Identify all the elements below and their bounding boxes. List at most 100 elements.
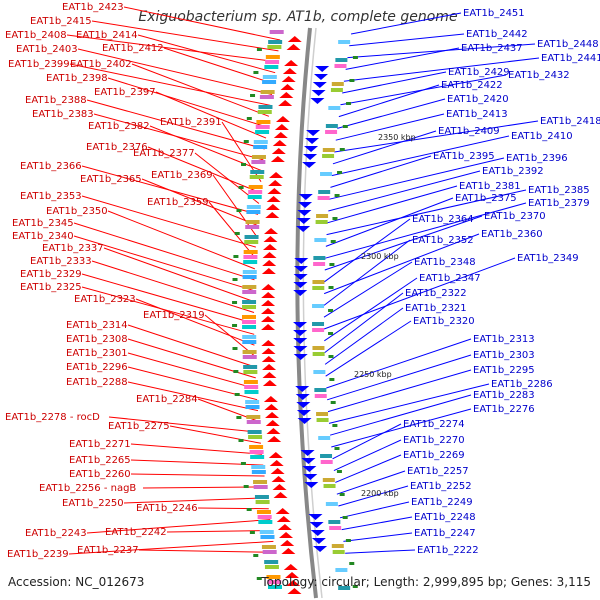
feature-block xyxy=(264,565,279,569)
forward-gene-arrow xyxy=(274,124,289,130)
forward-gene-arrow xyxy=(261,348,276,354)
reverse-gene-arrow xyxy=(313,74,328,80)
left-leader-line xyxy=(147,146,261,194)
left-gene-label: EAT1b_2242 xyxy=(105,527,167,538)
feature-block xyxy=(244,240,259,244)
feature-block xyxy=(264,560,279,564)
feature-block xyxy=(245,400,260,404)
leader-lines xyxy=(66,6,540,555)
right-leader-line xyxy=(326,338,472,389)
right-leader-line xyxy=(324,277,418,342)
feature-block xyxy=(244,385,259,389)
feature-block xyxy=(260,90,275,94)
left-leader-line xyxy=(155,91,267,139)
forward-gene-arrow xyxy=(281,76,296,82)
left-leader-line xyxy=(130,443,263,455)
left-gene-label: EAT1b_2345 xyxy=(12,218,74,229)
reverse-gene-arrow xyxy=(304,146,319,152)
feature-block xyxy=(267,585,282,589)
left-gene-label: EAT1b_2365 xyxy=(80,174,142,185)
right-gene-label: EAT1b_2248 xyxy=(414,512,476,523)
feature-block xyxy=(312,286,325,290)
tick-mark xyxy=(330,240,336,243)
left-gene-label: EAT1b_2296 xyxy=(66,362,128,373)
feature-block xyxy=(312,352,325,356)
right-gene-label: EAT1b_2320 xyxy=(413,316,475,327)
feature-block xyxy=(242,290,257,294)
left-leader-line xyxy=(127,324,256,368)
feature-block xyxy=(312,346,325,350)
right-gene-label: EAT1b_2313 xyxy=(473,334,535,345)
feature-block xyxy=(316,214,329,218)
forward-gene-arrow xyxy=(286,580,301,586)
right-gene-label: EAT1b_2442 xyxy=(466,29,528,40)
forward-gene-arrow xyxy=(265,412,280,418)
feature-block xyxy=(269,30,284,34)
tick-mark xyxy=(233,255,239,258)
feature-block xyxy=(325,502,338,506)
feature-block xyxy=(244,390,259,394)
feature-block xyxy=(314,388,327,392)
right-gene-label: EAT1b_2270 xyxy=(403,435,465,446)
feature-block xyxy=(243,260,258,264)
forward-gene-arrow xyxy=(261,356,276,362)
inner-feature-track xyxy=(312,40,351,590)
feature-block xyxy=(313,256,326,260)
scale-ticks xyxy=(232,48,358,588)
tick-mark xyxy=(238,186,244,189)
right-leader-line xyxy=(324,307,404,365)
tick-mark xyxy=(329,263,335,266)
left-gene-label: EAT1b_2397 xyxy=(94,87,156,98)
right-gene-label: EAT1b_2409 xyxy=(438,126,500,137)
right-gene-label: EAT1b_2432 xyxy=(508,70,570,81)
reverse-gene-arrow xyxy=(305,138,320,144)
forward-gene-arrow xyxy=(273,492,288,498)
forward-gene-arrow xyxy=(281,548,296,554)
left-gene-label: EAT1b_2340 xyxy=(12,231,74,242)
tick-mark xyxy=(236,209,242,212)
feature-block xyxy=(242,275,257,279)
right-gene-label: EAT1b_2276 xyxy=(473,404,535,415)
left-gene-label: EAT1b_2408 xyxy=(5,30,67,41)
left-leader-line xyxy=(123,6,281,41)
right-gene-label: EAT1b_2413 xyxy=(446,109,508,120)
feature-block xyxy=(242,340,257,344)
left-leader-line xyxy=(127,381,259,412)
right-leader-line xyxy=(323,261,413,318)
forward-gene-arrow xyxy=(262,380,277,386)
right-leader-line xyxy=(334,120,539,153)
forward-gene-arrow xyxy=(265,212,280,218)
right-gene-label: EAT1b_2321 xyxy=(405,303,467,314)
tick-mark xyxy=(250,94,256,97)
feature-block xyxy=(320,172,333,176)
feature-block xyxy=(242,325,257,329)
left-gene-label: EAT1b_2376 xyxy=(86,142,148,153)
left-gene-label: EAT1b_2239 xyxy=(7,549,69,560)
tick-mark xyxy=(334,194,340,197)
feature-block xyxy=(328,520,341,524)
feature-block xyxy=(242,335,257,339)
feature-block xyxy=(325,124,338,128)
feature-block xyxy=(255,130,270,134)
feature-block xyxy=(244,235,259,239)
left-leader-line xyxy=(81,286,255,335)
forward-gene-arrow xyxy=(268,180,283,186)
right-gene-label: EAT1b_2392 xyxy=(482,166,544,177)
right-gene-label: EAT1b_2348 xyxy=(414,257,476,268)
reverse-gene-arrow xyxy=(306,130,321,136)
left-leader-line xyxy=(73,222,255,281)
forward-gene-arrow xyxy=(265,204,280,210)
feature-block xyxy=(330,88,343,92)
right-leader-line xyxy=(345,47,460,70)
forward-gene-arrow xyxy=(261,316,276,322)
feature-block xyxy=(246,415,261,419)
feature-block xyxy=(328,106,341,110)
feature-block xyxy=(312,280,325,284)
right-leader-line xyxy=(335,454,402,483)
left-gene-label: EAT1b_2353 xyxy=(20,191,82,202)
reverse-gene-arrow xyxy=(311,90,326,96)
right-leader-line xyxy=(331,408,472,448)
reverse-gene-arrow xyxy=(293,354,308,360)
tick-mark xyxy=(233,370,239,373)
